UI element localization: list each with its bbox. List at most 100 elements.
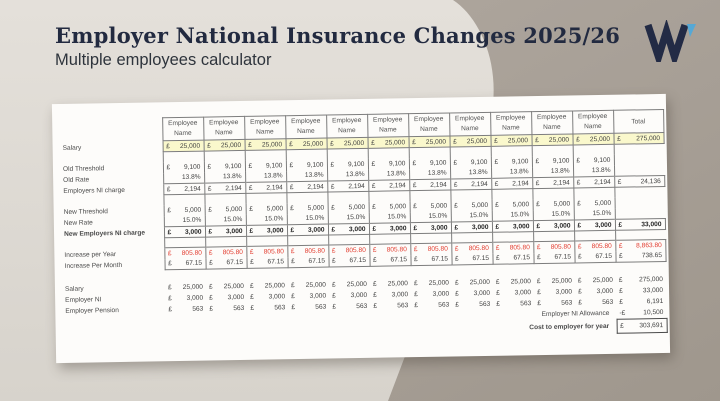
salary-cell: £25,000 [531, 133, 573, 146]
employers-ni-charge-cell: £2,194 [204, 182, 246, 195]
summary-employer-pension-cell: £563 [455, 300, 491, 309]
employers-ni-charge-cell: £2,194 [368, 179, 410, 192]
header-label-spacer [60, 118, 162, 143]
employee-name-header: Employee Name [531, 110, 573, 135]
new-rate-cell: 15.0% [409, 211, 451, 223]
employers-ni-charge-cell: £2,194 [491, 177, 533, 190]
employee-name-header: Employee Name [408, 113, 450, 137]
summary-employer-ni-cell: £3,000 [496, 289, 532, 297]
increase-per-year-cell: £805.80 [451, 242, 493, 255]
old-rate-cell: 13.8% [286, 170, 328, 182]
company-logo-w-icon [644, 18, 696, 69]
old-threshold-cell: £9,100 [449, 156, 492, 169]
salary-cell: £25,000 [285, 138, 327, 150]
summary-employer-ni-cell: £3,000 [209, 293, 245, 302]
increase-per-year-cell: £805.80 [164, 247, 206, 259]
increase-per-year-cell: £805.80 [533, 240, 575, 253]
page-subtitle: Multiple employees calculator [55, 51, 272, 70]
old-rate-cell: 13.8% [327, 169, 369, 182]
new-threshold-cell: £5,000 [286, 202, 328, 214]
increase-per-month-cell: £67.15 [410, 254, 452, 266]
increase-per-month-cell: £67.15 [205, 257, 247, 270]
old-rate-cell: 13.8% [409, 168, 451, 180]
increase-per-year-cell: £805.80 [410, 243, 452, 255]
new-threshold-cell: £5,000 [491, 198, 533, 211]
new-threshold-cell: £5,000 [327, 201, 369, 214]
summary-employer-ni-cell: £3,000 [332, 291, 368, 300]
increase-per-month-cell: £67.15 [451, 253, 493, 266]
new-threshold-cell: £5,000 [450, 199, 492, 212]
summary-salary-cell: £25,000 [249, 282, 285, 290]
summary-employer-pension-cell: £563 [291, 303, 327, 312]
increase-per-year-total-cell: £8,863.80 [615, 239, 666, 252]
old-rate-total-cell [614, 164, 664, 176]
old-threshold-total-cell [614, 153, 664, 165]
summary-employer-ni-cell: £3,000 [291, 292, 327, 301]
summary-employer-pension-cell: £563 [209, 304, 245, 313]
slide-header: Employer National Insurance Changes 2025… [55, 24, 620, 70]
increase-per-year-cell: £805.80 [574, 240, 616, 252]
increase-per-year-cell: £805.80 [492, 241, 534, 254]
salary-cell: £25,000 [244, 138, 286, 151]
employee-name-header: Employee Name [449, 112, 491, 137]
summary-salary-cell: £25,000 [208, 282, 245, 291]
increase-per-month-cell: £67.15 [246, 256, 288, 269]
increase-per-month-cell: £67.15 [287, 256, 329, 268]
calculator-table: Employee Name Employee Name Employee Name E… [60, 109, 666, 272]
new-employers-ni-charge-cell: £3,000 [532, 219, 575, 232]
new-employers-ni-charge-cell: £3,000 [491, 220, 534, 233]
employers-ni-charge-cell: £2,194 [409, 179, 451, 191]
summary-employer-ni-cell: £3,000 [537, 288, 573, 297]
new-employers-ni-charge-cell: £3,000 [368, 222, 411, 235]
employee-name-header: Employee Name [285, 115, 327, 139]
summary-employer-pension-cell: £563 [578, 298, 614, 307]
page-title: Employer National Insurance Changes 2025… [55, 23, 621, 48]
summary-employer-pension-cell: £563 [414, 301, 450, 310]
salary-cell: £25,000 [572, 133, 614, 145]
summary-employer-ni-cell: £3,000 [455, 289, 491, 298]
new-rate-cell: 15.0% [245, 213, 287, 226]
old-threshold-cell: £9,100 [285, 159, 328, 171]
old-threshold-cell: £9,100 [572, 154, 614, 166]
calculator-card: Employee Name Employee Name Employee Name E… [51, 93, 671, 364]
new-employers-ni-charge-cell: £3,000 [573, 219, 616, 231]
increase-per-month-cell: £67.15 [574, 251, 616, 263]
old-rate-cell: 13.8% [572, 165, 615, 177]
new-rate-cell: 15.0% [573, 208, 615, 220]
new-employers-ni-charge-cell: £3,000 [450, 221, 493, 234]
old-threshold-cell: £9,100 [408, 157, 451, 169]
increase-per-month-cell: £67.15 [533, 251, 575, 264]
new-employers-ni-charge-cell: £3,000 [327, 223, 370, 236]
old-threshold-cell: £9,100 [244, 159, 287, 172]
employee-name-header: Employee Name [490, 111, 532, 136]
employee-name-header: Employee Name [326, 114, 368, 139]
salary-total-cell: £275,000 [613, 132, 664, 145]
old-threshold-cell: £9,100 [203, 160, 246, 173]
employers-ni-charge-cell: £2,194 [450, 178, 492, 191]
employee-name-header: Employee Name [203, 116, 245, 141]
salary-cell: £25,000 [326, 137, 368, 150]
employers-ni-charge-cell: £2,194 [532, 176, 574, 189]
employers-ni-charge-cell: £2,194 [327, 180, 369, 193]
new-threshold-total-cell [615, 196, 665, 208]
summary-employer-pension-cell: £563 [168, 305, 204, 314]
new-threshold-cell: £5,000 [245, 202, 287, 215]
increase-per-year-cell: £805.80 [287, 245, 329, 257]
new-rate-total-cell [615, 207, 665, 219]
new-rate-cell: 15.0% [491, 209, 533, 222]
summary-salary-cell: £25,000 [372, 280, 408, 288]
salary-cell: £25,000 [162, 140, 204, 152]
employee-name-header: Employee Name [572, 110, 614, 134]
salary-cell: £25,000 [449, 135, 491, 148]
new-rate-cell: 15.0% [163, 215, 205, 227]
new-threshold-cell: £5,000 [573, 197, 615, 209]
new-threshold-cell: £5,000 [368, 200, 410, 213]
salary-cell: £25,000 [408, 136, 450, 148]
new-rate-cell: 15.0% [204, 214, 246, 227]
summary-salary-cell: £25,000 [331, 280, 367, 289]
increase-per-month-cell: £67.15 [492, 252, 534, 265]
new-threshold-cell: £5,000 [532, 197, 574, 210]
increase-per-month-cell: £67.15 [369, 254, 411, 267]
summary-salary-cell: £25,000 [536, 277, 572, 286]
